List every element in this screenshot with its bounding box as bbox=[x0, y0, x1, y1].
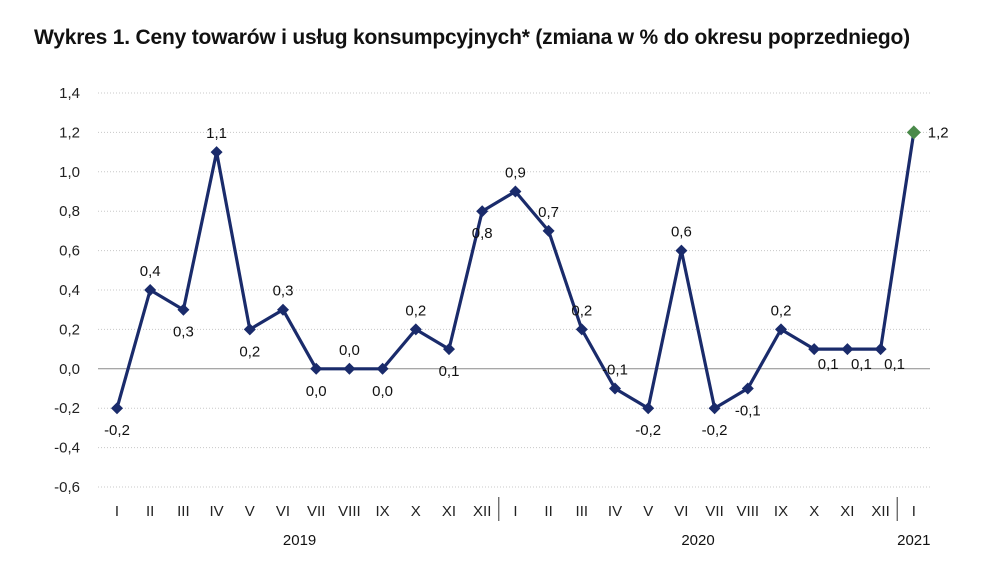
y-tick-label: 0,0 bbox=[59, 361, 80, 378]
data-label: 1,1 bbox=[206, 125, 227, 142]
x-tick-label: II bbox=[544, 503, 552, 520]
data-point-marker bbox=[741, 382, 754, 395]
data-point-marker bbox=[343, 362, 356, 375]
data-label: 0,1 bbox=[818, 356, 839, 373]
data-point-marker bbox=[575, 323, 588, 336]
data-label: 1,2 bbox=[928, 124, 949, 141]
x-tick-label: VI bbox=[276, 503, 290, 520]
y-tick-label: 1,4 bbox=[59, 85, 80, 102]
y-tick-label: -0,4 bbox=[54, 440, 80, 457]
data-point-marker bbox=[906, 125, 921, 140]
data-label: 0,6 bbox=[671, 224, 692, 241]
data-point-marker bbox=[675, 244, 688, 257]
data-point-marker bbox=[409, 323, 422, 336]
x-tick-label: IV bbox=[210, 503, 224, 520]
data-label: 0,0 bbox=[372, 383, 393, 400]
data-point-marker bbox=[542, 224, 555, 237]
x-tick-label: VII bbox=[307, 503, 325, 520]
data-label: 0,2 bbox=[239, 343, 260, 360]
x-tick-label: XII bbox=[473, 503, 491, 520]
data-label: 0,2 bbox=[405, 302, 426, 319]
data-label: 0,3 bbox=[273, 283, 294, 300]
data-point-marker bbox=[808, 343, 821, 356]
x-tick-label: V bbox=[245, 503, 255, 520]
data-point-marker bbox=[509, 185, 522, 198]
data-point-marker bbox=[775, 323, 787, 336]
x-tick-label: I bbox=[912, 503, 916, 520]
x-tick-label: IX bbox=[774, 503, 788, 520]
data-label: 0,1 bbox=[851, 356, 872, 373]
x-tick-label: II bbox=[146, 503, 154, 520]
x-tick-label: III bbox=[177, 503, 190, 520]
x-tick-label: X bbox=[411, 503, 421, 520]
data-label: 0,8 bbox=[472, 225, 493, 242]
data-label: -0,1 bbox=[735, 403, 761, 420]
y-tick-label: 0,6 bbox=[59, 243, 80, 260]
data-label: 0,3 bbox=[173, 324, 194, 341]
y-tick-label: -0,2 bbox=[54, 400, 80, 417]
x-tick-label: VI bbox=[674, 503, 688, 520]
x-tick-label: X bbox=[809, 503, 819, 520]
data-point-marker bbox=[144, 284, 157, 296]
data-point-marker bbox=[609, 382, 621, 395]
x-tick-label: XI bbox=[840, 503, 854, 520]
data-label: -0,1 bbox=[602, 362, 628, 379]
data-point-marker bbox=[476, 205, 489, 218]
x-tick-label: IV bbox=[608, 503, 622, 520]
data-point-marker bbox=[243, 323, 256, 336]
data-point-marker bbox=[277, 303, 289, 316]
data-point-marker bbox=[874, 343, 887, 356]
data-point-marker bbox=[177, 303, 190, 316]
x-tick-label: VIII bbox=[338, 503, 361, 520]
x-tick-label: VII bbox=[705, 503, 723, 520]
x-tick-label: VIII bbox=[737, 503, 760, 520]
data-label: 0,1 bbox=[884, 356, 905, 373]
year-label: 2020 bbox=[681, 532, 714, 549]
x-tick-label: I bbox=[513, 503, 517, 520]
data-label: 0,4 bbox=[140, 263, 161, 280]
data-point-marker bbox=[642, 402, 655, 415]
data-label: 0,1 bbox=[439, 363, 460, 380]
data-point-marker bbox=[443, 343, 455, 356]
y-tick-label: -0,6 bbox=[54, 479, 80, 496]
year-label: 2021 bbox=[897, 532, 930, 549]
data-point-marker bbox=[310, 362, 323, 375]
data-point-marker bbox=[376, 362, 389, 375]
y-tick-label: 0,8 bbox=[59, 203, 80, 220]
data-point-marker bbox=[708, 402, 721, 415]
y-tick-label: 0,4 bbox=[59, 282, 80, 299]
x-tick-label: I bbox=[115, 503, 119, 520]
data-label: 0,0 bbox=[306, 383, 327, 400]
x-tick-label: XII bbox=[871, 503, 889, 520]
data-label: 0,2 bbox=[571, 302, 592, 319]
x-tick-label: IX bbox=[376, 503, 390, 520]
data-point-marker bbox=[111, 402, 123, 415]
year-label: 2019 bbox=[283, 532, 316, 549]
data-label: 0,0 bbox=[339, 342, 360, 359]
data-label: 0,9 bbox=[505, 165, 526, 182]
y-tick-label: 1,0 bbox=[59, 164, 80, 181]
chart-title: Wykres 1. Ceny towarów i usług konsumpcy… bbox=[34, 26, 910, 49]
x-tick-label: III bbox=[576, 503, 589, 520]
x-tick-label: XI bbox=[442, 503, 456, 520]
data-label: 0,7 bbox=[538, 204, 559, 221]
x-tick-label: V bbox=[643, 503, 653, 520]
data-label: -0,2 bbox=[702, 422, 728, 439]
data-label: 0,2 bbox=[771, 302, 792, 319]
y-tick-label: 1,2 bbox=[59, 124, 80, 141]
data-label: -0,2 bbox=[104, 422, 130, 439]
data-point-marker bbox=[841, 343, 854, 356]
data-label: -0,2 bbox=[635, 422, 661, 439]
y-tick-label: 0,2 bbox=[59, 321, 80, 338]
data-point-marker bbox=[210, 146, 223, 159]
